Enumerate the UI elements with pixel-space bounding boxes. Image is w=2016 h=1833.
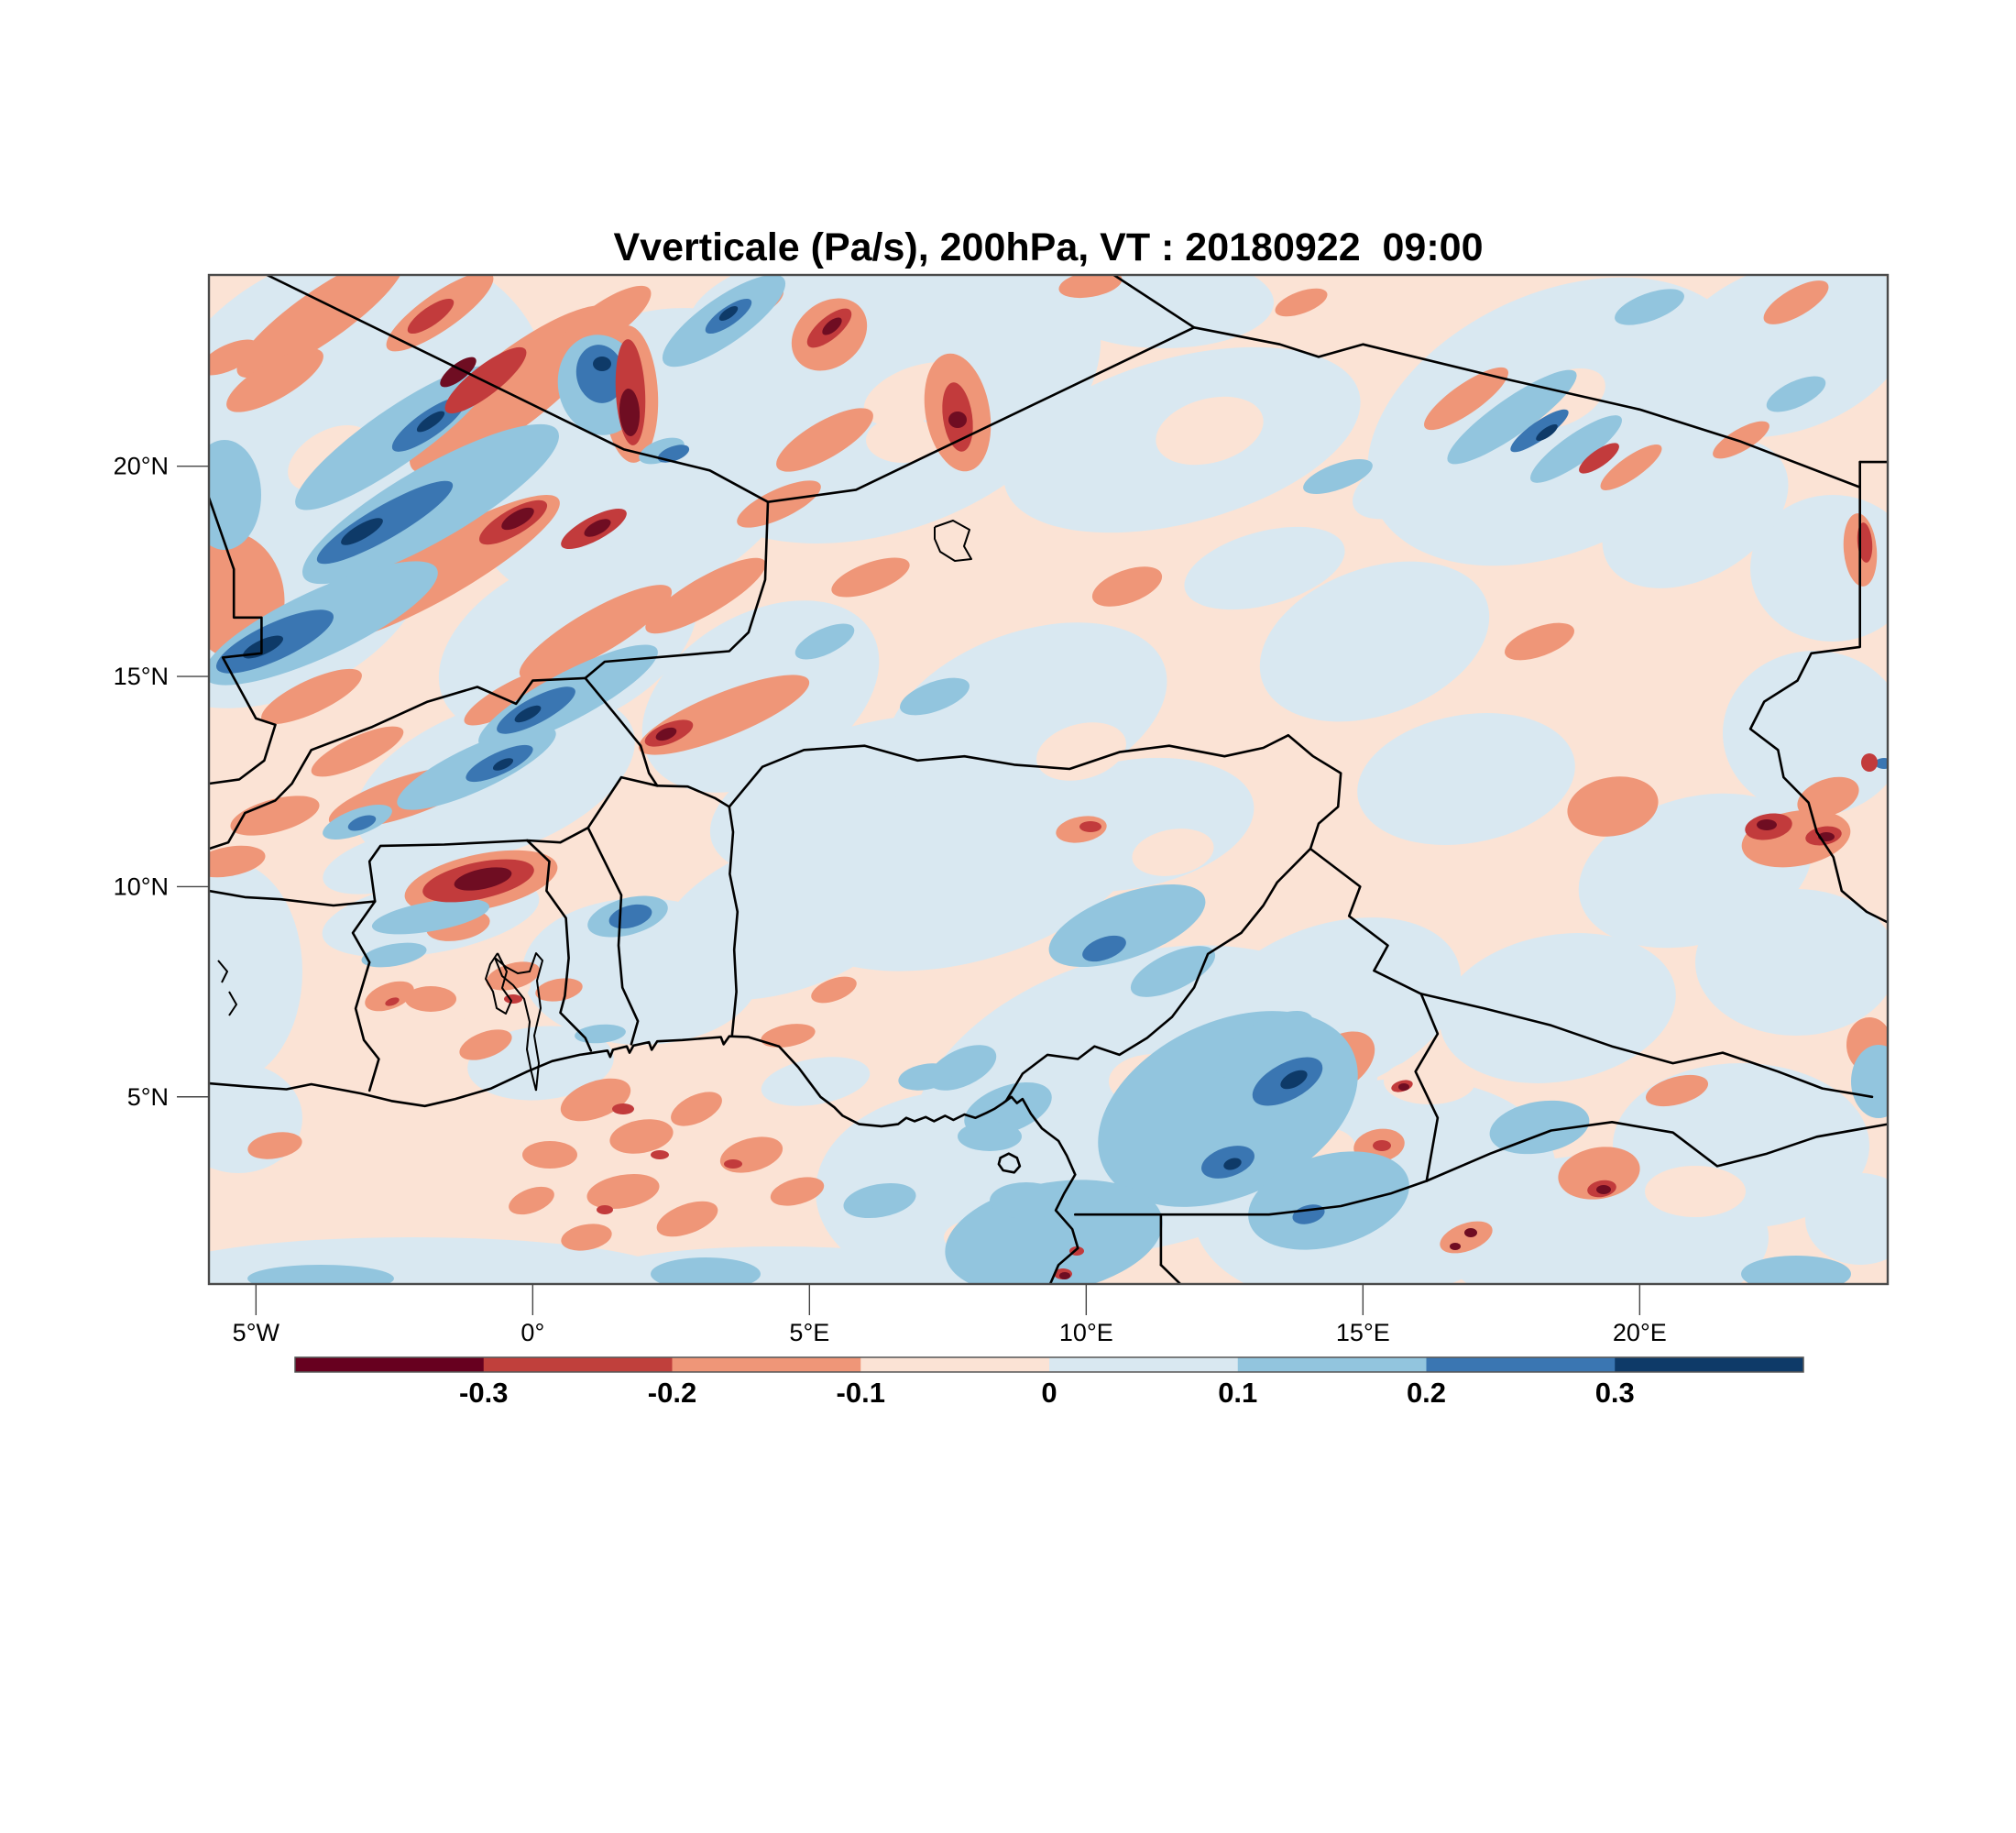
map-frame <box>207 273 1890 1286</box>
colorbar: -0.3 -0.2 -0.1 0 0.1 0.2 0.3 <box>294 1356 1804 1409</box>
y-tick-label: 20°N <box>114 453 169 480</box>
colorbar-label: 0 <box>1041 1377 1057 1409</box>
colorbar-label: -0.3 <box>459 1377 508 1409</box>
x-tick-label: 20°E <box>1613 1319 1667 1346</box>
colorbar-segment <box>1049 1357 1239 1372</box>
colorbar-label: 0.2 <box>1407 1377 1446 1409</box>
colorbar-segment <box>483 1357 673 1372</box>
lake-outlines <box>217 520 972 1092</box>
country-borders <box>209 275 1888 1284</box>
map-area <box>209 275 1888 1284</box>
colorbar-segment <box>295 1357 485 1372</box>
y-tick-label: 10°N <box>114 873 169 900</box>
chart-title: Vverticale (Pa/s), 200hPa, VT : 20180922… <box>613 225 1484 269</box>
y-tick-label: 15°N <box>114 663 169 690</box>
colorbar-label: -0.2 <box>648 1377 696 1409</box>
colorbar-label: -0.1 <box>837 1377 885 1409</box>
y-tick-label: 5°N <box>127 1083 169 1111</box>
colorbar-outline <box>294 1356 1804 1373</box>
colorbar-segment <box>672 1357 861 1372</box>
colorbar-segment <box>1615 1357 1804 1372</box>
x-tick-label: 5°E <box>789 1319 829 1346</box>
x-tick-label: 10°E <box>1059 1319 1113 1346</box>
x-tick-label: 5°W <box>233 1319 280 1346</box>
colorbar-segment <box>860 1357 1050 1372</box>
x-tick-label: 0° <box>520 1319 544 1346</box>
colorbar-label: 0.1 <box>1218 1377 1257 1409</box>
x-tick-label: 15°E <box>1336 1319 1390 1346</box>
colorbar-segment <box>1426 1357 1616 1372</box>
axes: 5°W 0° 5°E 10°E 15°E 20°E 20°N 15°N 10°N 5°N <box>114 453 1667 1346</box>
colorbar-label: 0.3 <box>1595 1377 1635 1409</box>
colorbar-segment <box>1237 1357 1427 1372</box>
contour-fill-blobs <box>209 275 1888 1284</box>
